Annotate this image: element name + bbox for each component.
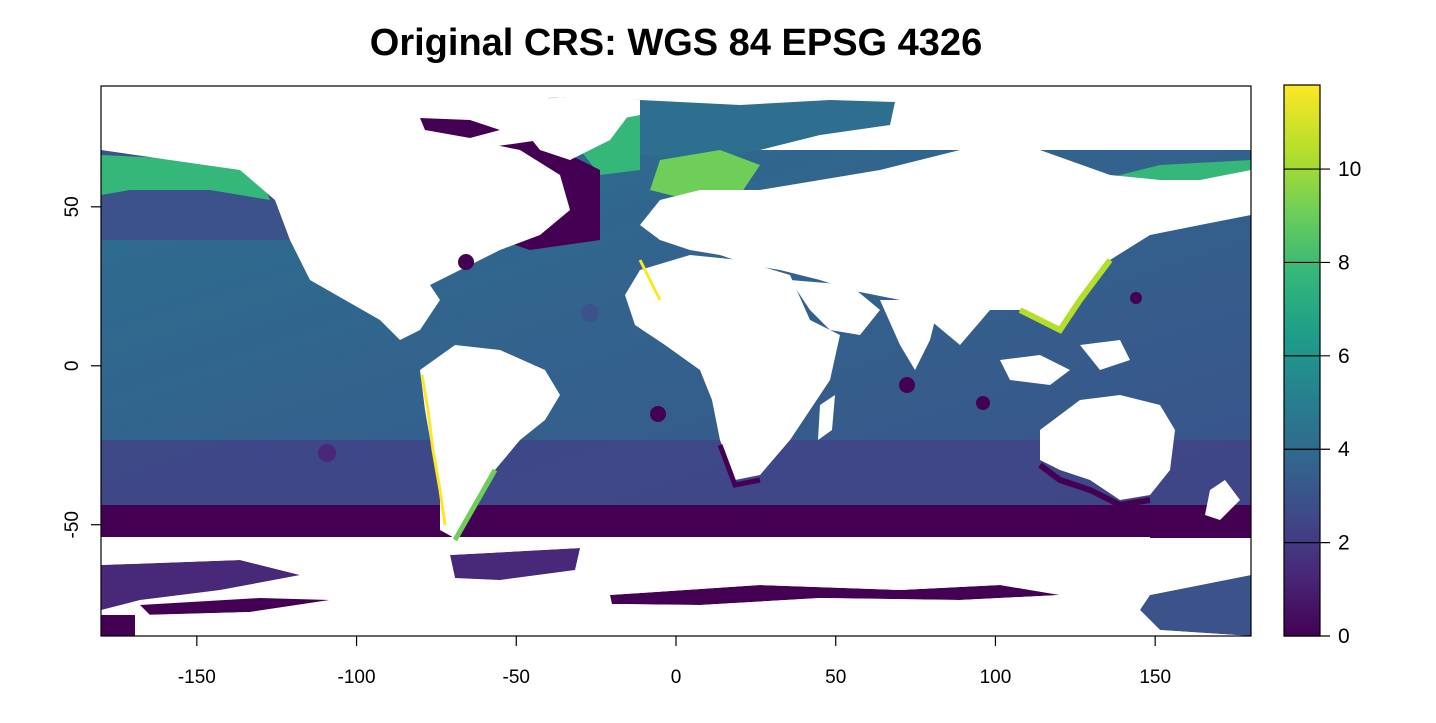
legend-tick-label: 2 [1338, 532, 1350, 555]
legend: 0 2 4 6 8 10 [1283, 84, 1361, 648]
x-tick-label: 100 [980, 667, 1012, 688]
x-tick-label: -100 [338, 667, 376, 688]
raster-layer [101, 95, 1251, 636]
legend-colorbar [1283, 84, 1321, 637]
legend-tick-label: 10 [1338, 158, 1361, 181]
legend-tick-label: 0 [1338, 625, 1350, 648]
legend-ticks: 0 2 4 6 8 10 [1284, 158, 1361, 648]
x-axis: -150 -100 -50 0 50 100 150 [178, 636, 1171, 688]
antarctic-band-raster [101, 505, 1251, 537]
legend-tick-label: 4 [1338, 438, 1350, 461]
y-tick-label: 50 [62, 196, 83, 217]
x-tick-label: 50 [825, 667, 846, 688]
x-tick-label: 0 [671, 667, 682, 688]
plot-title: Original CRS: WGS 84 EPSG 4326 [369, 22, 983, 64]
x-tick-label: 150 [1139, 667, 1171, 688]
x-tick-label: -150 [178, 667, 216, 688]
y-tick-label: 0 [62, 360, 83, 371]
y-tick-label: -50 [62, 511, 83, 538]
x-tick-label: -50 [503, 667, 530, 688]
legend-tick-label: 8 [1338, 251, 1350, 274]
y-axis: -50 0 50 [62, 196, 101, 538]
legend-tick-label: 6 [1338, 345, 1350, 368]
